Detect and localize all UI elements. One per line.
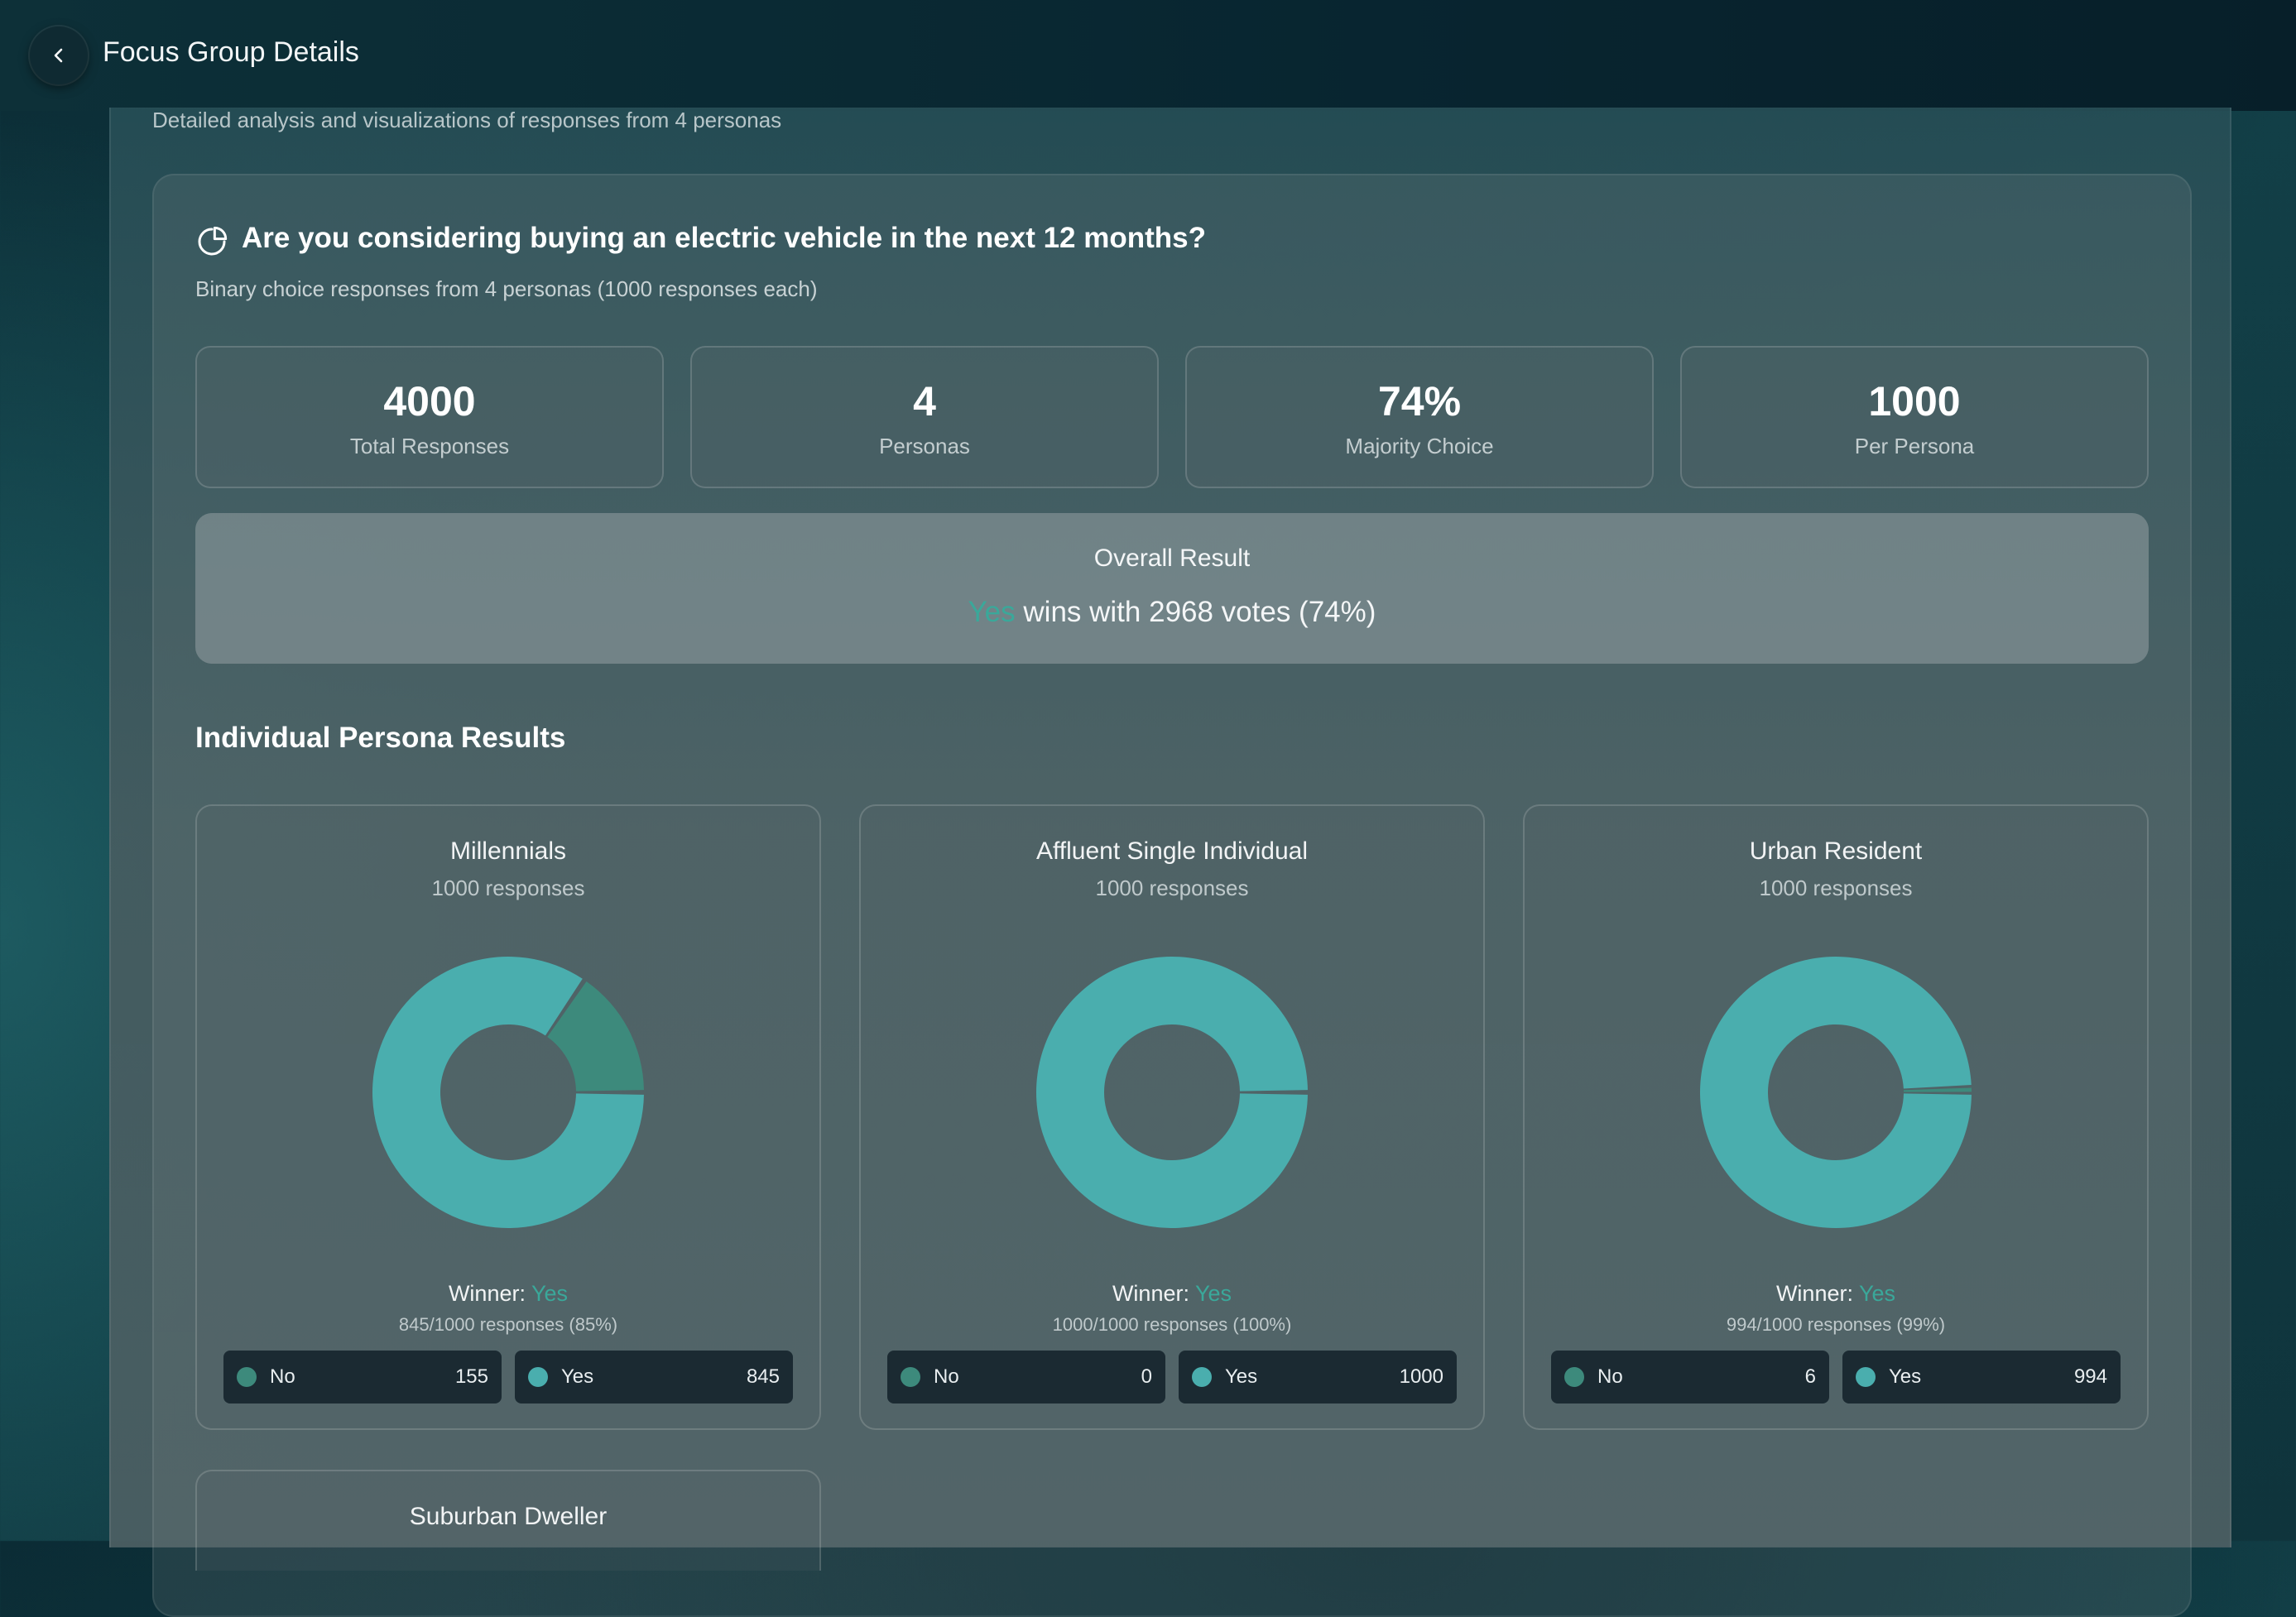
persona-card-affluent-single-individual: Affluent Single Individual 1000 response…: [859, 804, 1485, 1430]
question-title: Are you considering buying an electric v…: [242, 222, 1206, 254]
persona-card-suburban-dweller: Suburban Dweller: [195, 1470, 821, 1571]
winner-label: Winner:: [1775, 1281, 1853, 1306]
legend-dot-yes: [1856, 1367, 1876, 1387]
legend-label: No: [270, 1365, 295, 1388]
persona-winner: Winner: Yes: [861, 1281, 1483, 1307]
overall-summary: Yes wins with 2968 votes (74%): [195, 596, 2149, 629]
section-title: Individual Persona Results: [195, 722, 566, 754]
stat-value: 4: [913, 378, 936, 425]
stat-value: 4000: [383, 378, 476, 425]
persona-donut-chart: [1036, 957, 1308, 1228]
legend-label: Yes: [1225, 1365, 1258, 1388]
legend-no: No 155: [223, 1351, 502, 1403]
donut-slice-yes: [1700, 957, 1972, 1228]
stat-value: 74%: [1377, 378, 1462, 425]
top-bar: Focus Group Details: [0, 0, 2296, 111]
legend-count: 1000: [1399, 1365, 1443, 1388]
overall-winner: Yes: [968, 596, 1016, 628]
persona-card-millennials: Millennials 1000 responses Winner: Yes 8…: [195, 804, 821, 1430]
winner-value: Yes: [1859, 1281, 1896, 1306]
overall-text: wins with 2968 votes (74%): [1023, 596, 1376, 628]
legend-yes: Yes 1000: [1179, 1351, 1457, 1403]
stat-label: Total Responses: [349, 434, 510, 458]
persona-response-count: 1000 responses: [1095, 876, 1249, 900]
stat-value: 1000: [1868, 378, 1961, 425]
legend-count: 6: [1804, 1365, 1816, 1388]
overall-result: Overall Result Yes wins with 2968 votes …: [195, 513, 2149, 664]
persona-winner: Winner: Yes: [1525, 1281, 2147, 1307]
persona-response-count: 1000 responses: [1759, 876, 1913, 900]
persona-name: Urban Resident: [1749, 837, 1923, 865]
legend-yes: Yes 845: [515, 1351, 793, 1403]
persona-winner-detail: 1000/1000 responses (100%): [1052, 1314, 1292, 1335]
stat-majority-choice: 74% Majority Choice: [1185, 346, 1654, 488]
question-card: Are you considering buying an electric v…: [152, 174, 2192, 1617]
persona-response-count: 1000 responses: [431, 876, 585, 900]
persona-donut-chart: [372, 957, 644, 1228]
legend-dot-yes: [528, 1367, 548, 1387]
persona-donut-chart: [1700, 957, 1972, 1228]
legend-no: No 6: [1551, 1351, 1829, 1403]
persona-name: Suburban Dweller: [409, 1503, 608, 1530]
back-button[interactable]: [30, 26, 88, 84]
donut-slice-yes: [1036, 957, 1308, 1228]
persona-name: Affluent Single Individual: [1035, 837, 1308, 865]
persona-winner: Winner: Yes: [197, 1281, 819, 1307]
legend-count: 845: [746, 1365, 780, 1388]
legend-no: No 0: [887, 1351, 1165, 1403]
donut-slice-yes: [372, 957, 644, 1228]
legend-count: 0: [1141, 1365, 1152, 1388]
overall-title: Overall Result: [1093, 545, 1251, 572]
legend-count: 994: [2073, 1365, 2107, 1388]
page-title: Focus Group Details: [103, 36, 359, 68]
stat-per-persona: 1000 Per Persona: [1680, 346, 2149, 488]
legend-count: 155: [454, 1365, 488, 1388]
persona-winner-detail: 845/1000 responses (85%): [398, 1314, 618, 1335]
legend-dot-no: [1564, 1367, 1584, 1387]
legend-label: No: [934, 1365, 959, 1388]
donut-slice-no: [1903, 1087, 1972, 1092]
legend-label: Yes: [1889, 1365, 1922, 1388]
winner-label: Winner:: [1112, 1281, 1189, 1306]
legend-label: Yes: [561, 1365, 594, 1388]
stat-label: Personas: [879, 434, 970, 458]
legend-label: No: [1597, 1365, 1623, 1388]
legend-yes: Yes 994: [1842, 1351, 2121, 1403]
winner-value: Yes: [531, 1281, 569, 1306]
details-panel: Detailed analysis and visualizations of …: [109, 108, 2231, 1617]
stat-personas: 4 Personas: [690, 346, 1159, 488]
persona-card-urban-resident: Urban Resident 1000 responses Winner: Ye…: [1523, 804, 2149, 1430]
stat-label: Majority Choice: [1345, 434, 1494, 458]
question-subtitle: Binary choice responses from 4 personas …: [195, 276, 818, 301]
winner-value: Yes: [1195, 1281, 1232, 1306]
persona-winner-detail: 994/1000 responses (99%): [1726, 1314, 1946, 1335]
pie-chart-icon: [198, 226, 228, 256]
donut-slice-no: [547, 981, 644, 1092]
chevron-left-icon: [54, 48, 63, 63]
persona-name: Millennials: [449, 837, 567, 865]
legend-dot-yes: [1192, 1367, 1212, 1387]
legend-dot-no: [237, 1367, 257, 1387]
winner-label: Winner:: [448, 1281, 526, 1306]
panel-subtitle: Detailed analysis and visualizations of …: [152, 108, 782, 132]
legend-dot-no: [901, 1367, 920, 1387]
stat-label: Per Persona: [1854, 434, 1975, 458]
stat-total-responses: 4000 Total Responses: [195, 346, 664, 488]
